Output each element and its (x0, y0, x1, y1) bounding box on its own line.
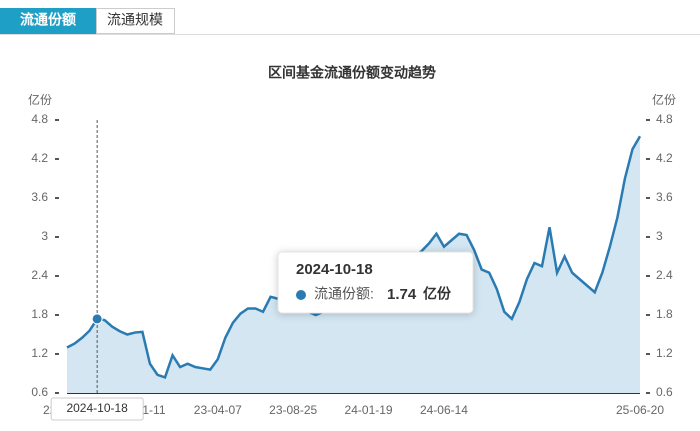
y-tick-label: 4.8 (31, 112, 48, 126)
tab-label[interactable]: 流通份额 (20, 12, 76, 28)
y2-tick-label: 1.8 (656, 307, 673, 321)
x-tick-label: 24-01-19 (345, 403, 393, 417)
y2-tick-label: 1.2 (656, 346, 673, 360)
tab[interactable] (96, 8, 175, 34)
tooltip-dot (296, 290, 306, 300)
y-tick-label: 0.6 (31, 385, 48, 399)
y2-unit: 亿份 (652, 92, 676, 107)
tab-active[interactable] (0, 8, 96, 34)
y-tick-label: 4.2 (31, 151, 48, 165)
y2-tick-label: 3 (656, 229, 663, 243)
tooltip: 2024-10-18 流通份额: 1.74 亿份 (277, 251, 474, 314)
x-pointer-label: 2024-10-18 (66, 401, 128, 415)
tab-label[interactable]: 流通规模 (107, 12, 163, 28)
x-tick-label: 24-06-14 (420, 403, 468, 417)
highlight-point (91, 313, 103, 325)
y-tick-label: 1.8 (31, 307, 48, 321)
x-tick-label: 25-06-20 (616, 403, 664, 417)
y2-tick-label: 3.6 (656, 190, 673, 204)
y-unit: 亿份 (28, 92, 52, 107)
tooltip-label: 流通份额: (314, 286, 374, 302)
tooltip-value: 1.74 (387, 286, 417, 303)
y2-tick-label: 4.2 (656, 151, 673, 165)
chart-title: 区间基金流通份额变动趋势 (268, 65, 436, 81)
y-tick-label: 1.2 (31, 346, 48, 360)
area (67, 136, 640, 393)
y-tick-label: 3 (41, 229, 48, 243)
y-tick-label: 3.6 (31, 190, 48, 204)
x-tick-label: 23-08-25 (269, 403, 317, 417)
y2-tick-label: 0.6 (656, 385, 673, 399)
x-pointer-box (50, 397, 144, 421)
tooltip-box (277, 251, 474, 314)
y2-tick-label: 4.8 (656, 112, 673, 126)
tooltip-unit: 亿份 (423, 286, 452, 302)
x-tick-label: 23-04-07 (194, 403, 242, 417)
tooltip-date: 2024-10-18 (296, 261, 373, 278)
y-tick-label: 2.4 (31, 268, 48, 282)
y2-tick-label: 2.4 (656, 268, 673, 282)
